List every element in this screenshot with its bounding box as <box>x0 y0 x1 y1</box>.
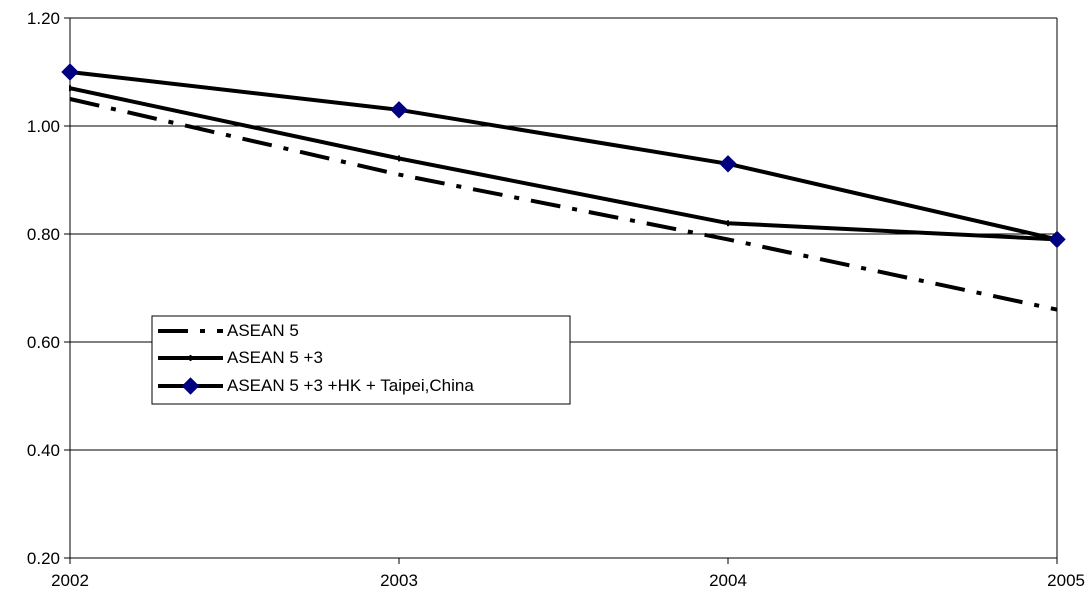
y-tick-label-3: 0.80 <box>27 225 60 244</box>
legend: ASEAN 5 ASEAN 5 +3 ASEAN 5 +3 +HK + Taip… <box>151 315 571 405</box>
y-tick-label-4: 1.00 <box>27 117 60 136</box>
tick-labels: 0.20 0.40 0.60 0.80 1.00 1.20 2002 2003 2004 2005 <box>27 9 1085 590</box>
y-tick-label-2: 0.60 <box>27 333 60 352</box>
legend-label-asean5: ASEAN 5 <box>227 321 299 340</box>
legend-label-asean5-plus3: ASEAN 5 +3 <box>227 348 323 367</box>
series-line-1 <box>69 86 1058 242</box>
series-lines <box>61 63 1066 312</box>
series-2-point-2 <box>719 155 737 173</box>
series-2-point-3 <box>1048 230 1066 249</box>
x-tick-label-0: 2002 <box>51 571 89 590</box>
legend-label-asean5-plus3-hk-taipei: ASEAN 5 +3 +HK + Taipei,China <box>227 376 474 395</box>
series-line-2 <box>69 70 1058 242</box>
series-line-0 <box>69 97 1058 312</box>
axes <box>64 17 1058 564</box>
legend-marker-2 <box>181 377 200 395</box>
series-2-point-1 <box>390 101 408 119</box>
y-tick-label-5: 1.20 <box>27 9 60 28</box>
y-tick-label-0: 0.20 <box>27 549 60 568</box>
x-tick-label-1: 2003 <box>380 571 418 590</box>
y-tick-label-1: 0.40 <box>27 441 60 460</box>
x-tick-label-2: 2004 <box>709 571 747 590</box>
series-2-point-0 <box>61 63 79 81</box>
x-tick-label-3: 2005 <box>1047 571 1085 590</box>
